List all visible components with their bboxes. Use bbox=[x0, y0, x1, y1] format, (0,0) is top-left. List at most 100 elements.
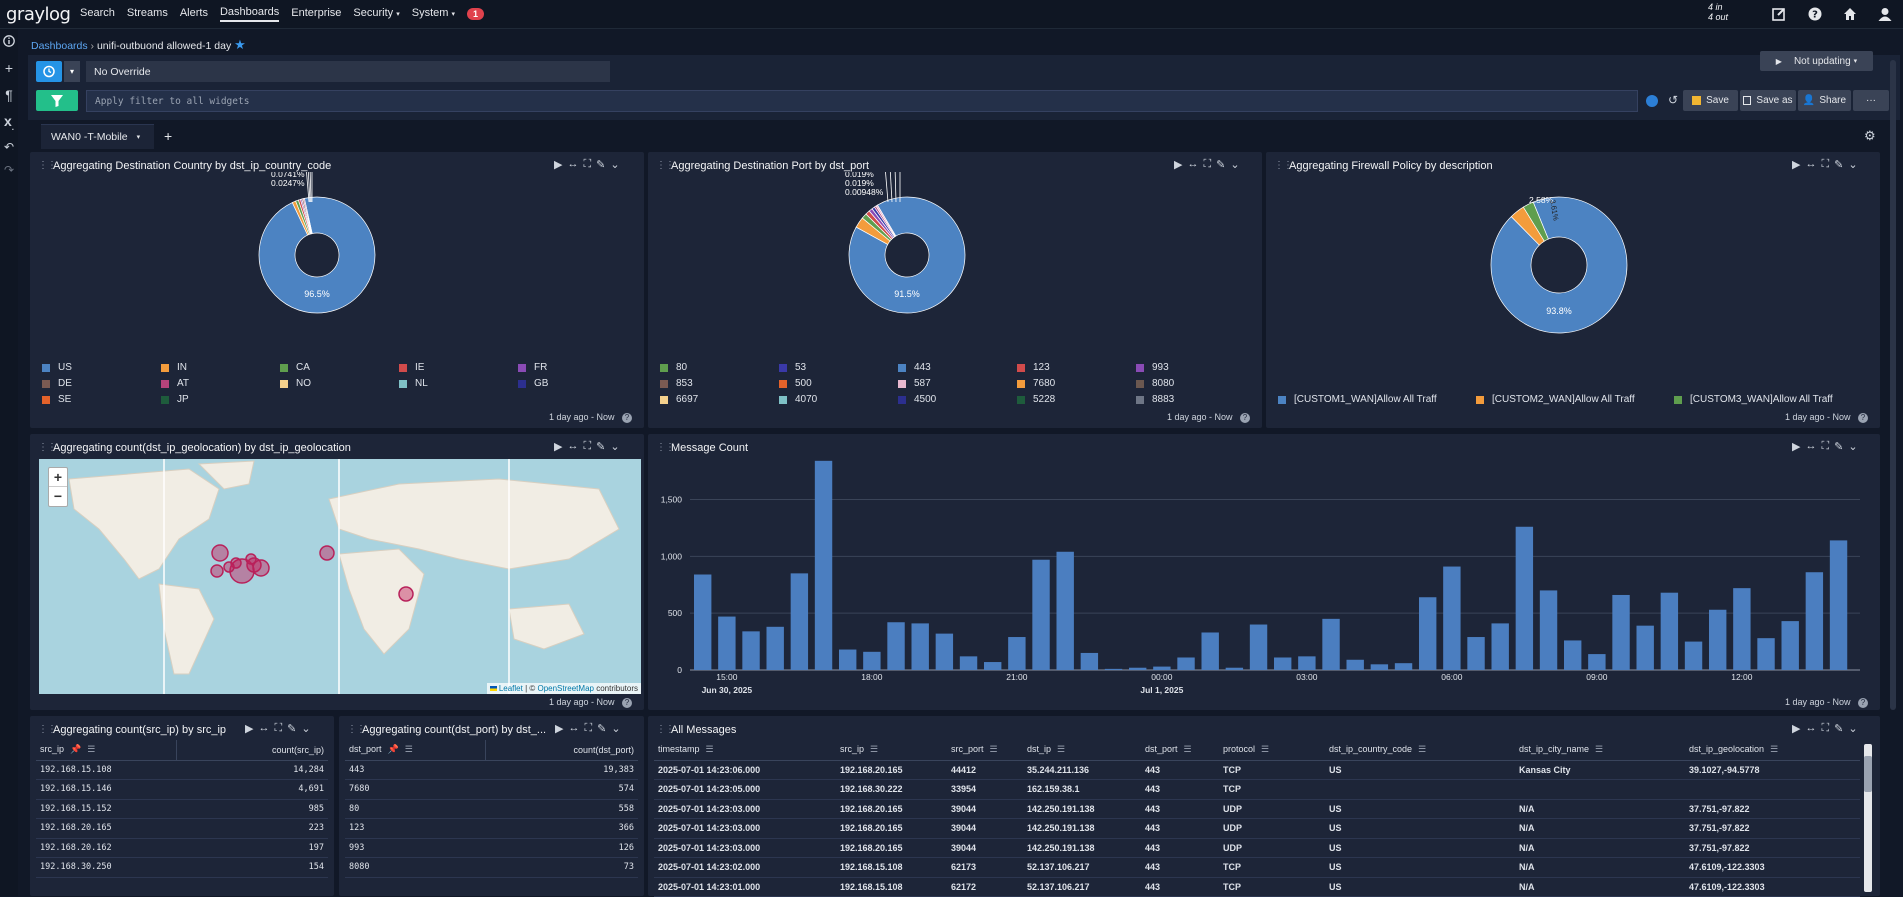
pin-icon[interactable]: 📌 bbox=[70, 744, 82, 755]
bar[interactable] bbox=[1757, 638, 1775, 670]
timerange-dropdown-caret[interactable]: ▾ bbox=[64, 61, 80, 82]
legend-item[interactable]: 443 bbox=[898, 362, 931, 373]
bar[interactable] bbox=[1032, 559, 1050, 670]
play-icon[interactable]: ▶ bbox=[1174, 159, 1183, 171]
legend-item[interactable]: 500 bbox=[779, 378, 812, 389]
bar[interactable] bbox=[1612, 594, 1630, 670]
legend-item[interactable]: NL bbox=[399, 378, 428, 389]
expand-horizontal-icon[interactable]: ↔ bbox=[567, 158, 579, 170]
bar[interactable] bbox=[814, 460, 833, 670]
fullscreen-icon[interactable]: ⛶ bbox=[1203, 158, 1212, 170]
bar[interactable] bbox=[839, 649, 857, 670]
bar[interactable] bbox=[1491, 623, 1509, 670]
message-row[interactable]: 2025-07-01 14:23:03.000 192.168.20.165 390… bbox=[654, 799, 1860, 819]
expand-horizontal-icon[interactable]: ↔ bbox=[258, 722, 270, 734]
paragraph-icon[interactable]: ¶ bbox=[5, 87, 13, 103]
table-row[interactable]: 192.168.15.152 985 bbox=[36, 799, 328, 819]
legend-item[interactable]: NO bbox=[280, 378, 311, 389]
breadcrumb-dashboards-link[interactable]: Dashboards bbox=[31, 40, 88, 52]
bar[interactable] bbox=[1805, 572, 1824, 670]
message-row[interactable]: 2025-07-01 14:23:03.000 192.168.20.165 390… bbox=[654, 838, 1860, 858]
notifications-badge[interactable]: 1 bbox=[467, 8, 485, 20]
help-icon[interactable]: ? bbox=[622, 698, 632, 708]
bar[interactable] bbox=[1709, 609, 1727, 670]
col-header-src-ip[interactable]: src_ip 📌 ☰ bbox=[36, 740, 177, 761]
graylog-logo[interactable]: graylog bbox=[6, 3, 71, 25]
legend-item[interactable]: DE bbox=[42, 378, 72, 389]
parameter-icon[interactable]: x. bbox=[3, 113, 15, 132]
share-button[interactable]: 👤 Share bbox=[1798, 90, 1851, 111]
zoom-out-button[interactable]: − bbox=[53, 488, 63, 504]
pie-slice[interactable] bbox=[302, 197, 313, 235]
col-header-src-port[interactable]: src_port ☰ bbox=[947, 740, 1023, 761]
user-icon[interactable] bbox=[1875, 4, 1895, 24]
history-icon[interactable]: ↺ bbox=[1668, 93, 1679, 107]
bar[interactable] bbox=[1322, 618, 1340, 670]
fullscreen-icon[interactable]: ⛶ bbox=[1821, 440, 1830, 452]
nav-search[interactable]: Search bbox=[80, 7, 115, 19]
bar[interactable] bbox=[959, 656, 978, 670]
play-icon[interactable]: ▶ bbox=[554, 441, 563, 453]
legend-item[interactable]: 6697 bbox=[660, 394, 698, 405]
col-header-protocol[interactable]: protocol ☰ bbox=[1219, 740, 1325, 761]
bar[interactable] bbox=[766, 626, 784, 670]
col-header-dst-ip-geolocation[interactable]: dst_ip_geolocation ☰ bbox=[1685, 740, 1860, 761]
table-row[interactable]: 192.168.20.162 197 bbox=[36, 838, 328, 858]
bar[interactable] bbox=[1394, 663, 1413, 670]
message-row[interactable]: 2025-07-01 14:23:03.000 192.168.20.165 390… bbox=[654, 818, 1860, 839]
gear-icon[interactable]: ⚙ bbox=[1864, 128, 1876, 143]
play-icon[interactable]: ▶ bbox=[1792, 441, 1801, 453]
table-row[interactable]: 8080 73 bbox=[345, 857, 638, 878]
table-row[interactable]: 80 558 bbox=[345, 799, 638, 819]
sort-icon[interactable]: ☰ bbox=[1418, 744, 1427, 755]
more-actions-button[interactable]: ··· bbox=[1853, 90, 1889, 111]
scrollbar-thumb[interactable] bbox=[1864, 756, 1872, 792]
home-icon[interactable] bbox=[1840, 4, 1860, 24]
chevron-down-icon[interactable]: ⌄ bbox=[1848, 441, 1858, 453]
fullscreen-icon[interactable]: ⛶ bbox=[274, 722, 283, 734]
legend-item[interactable]: 4070 bbox=[779, 394, 817, 405]
sort-icon[interactable]: ☰ bbox=[1057, 744, 1066, 755]
bar[interactable] bbox=[1008, 637, 1026, 670]
timerange-override-display[interactable]: No Override bbox=[86, 61, 610, 82]
legend-item[interactable]: GB bbox=[518, 378, 548, 389]
col-header-dst-ip-city-name[interactable]: dst_ip_city_name ☰ bbox=[1515, 740, 1685, 761]
table-row[interactable]: 123 366 bbox=[345, 818, 638, 839]
zoom-in-button[interactable]: + bbox=[49, 468, 67, 487]
col-header-dst-port[interactable]: dst_port ☰ bbox=[1141, 740, 1219, 761]
legend-item[interactable]: 993 bbox=[1136, 362, 1169, 373]
chevron-down-icon[interactable]: ⌄ bbox=[611, 723, 621, 735]
bar[interactable] bbox=[1733, 588, 1751, 670]
bar[interactable] bbox=[1515, 526, 1534, 670]
fullscreen-icon[interactable]: ⛶ bbox=[1821, 158, 1830, 170]
message-count-bar-chart[interactable]: 0 500 1,000 1,500 15:00 Jun 30, 2025 18:00 21:0… bbox=[648, 434, 1880, 698]
legend-item[interactable]: FR bbox=[518, 362, 547, 373]
edit-icon[interactable]: ✎ bbox=[597, 723, 607, 735]
legend-item[interactable]: SE bbox=[42, 394, 71, 405]
expand-horizontal-icon[interactable]: ↔ bbox=[1805, 158, 1817, 170]
page-scrollbar[interactable] bbox=[1890, 60, 1896, 710]
bar[interactable] bbox=[1467, 637, 1485, 670]
filter-input[interactable]: Apply filter to all widgets bbox=[86, 90, 1638, 112]
table-row[interactable]: 192.168.30.250 154 bbox=[36, 857, 328, 878]
nav-dashboards[interactable]: Dashboards bbox=[219, 6, 280, 22]
table-row[interactable]: 443 19,383 bbox=[345, 760, 638, 780]
leaflet-link[interactable]: Leaflet bbox=[498, 684, 523, 693]
bar[interactable] bbox=[1443, 566, 1461, 670]
legend-item[interactable]: [CUSTOM3_WAN]Allow All Traff bbox=[1674, 394, 1833, 405]
undo-icon[interactable]: ↶ bbox=[3, 140, 15, 154]
col-header-count[interactable]: count(dst_port) bbox=[485, 740, 638, 761]
sort-icon[interactable]: ☰ bbox=[705, 744, 714, 755]
chevron-down-icon[interactable]: ⌄ bbox=[610, 159, 620, 171]
help-icon[interactable]: ? bbox=[622, 413, 632, 423]
legend-item[interactable]: 80 bbox=[660, 362, 687, 373]
expand-horizontal-icon[interactable]: ↔ bbox=[1805, 722, 1817, 734]
world-map[interactable]: + − Leaflet | © OpenStreetMap contributor… bbox=[39, 459, 641, 694]
edit-icon[interactable]: ✎ bbox=[1834, 159, 1844, 171]
bar[interactable] bbox=[1346, 659, 1364, 670]
play-icon[interactable]: ▶ bbox=[1792, 723, 1801, 735]
timerange-button[interactable] bbox=[36, 61, 62, 82]
bar[interactable] bbox=[1177, 657, 1195, 670]
bar[interactable] bbox=[1370, 664, 1389, 670]
help-icon[interactable]: ? bbox=[1858, 698, 1868, 708]
